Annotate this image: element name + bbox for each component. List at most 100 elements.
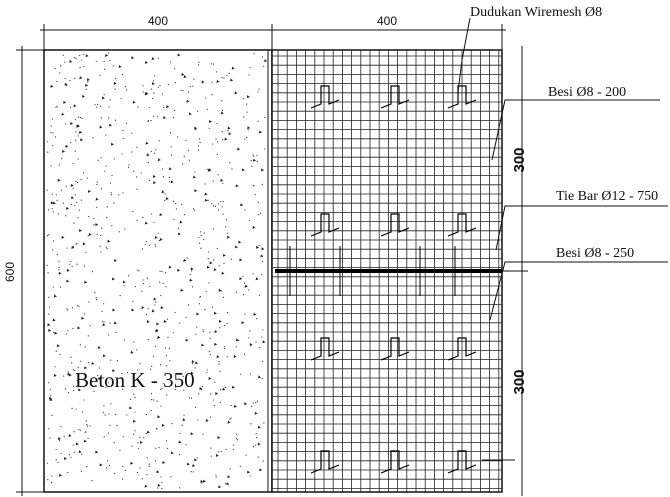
aggregate: [80, 199, 82, 201]
aggregate: [61, 158, 63, 160]
aggregate: [212, 63, 215, 65]
aggregate: [50, 125, 52, 127]
aggregate: [134, 430, 136, 432]
aggregate: [177, 53, 181, 57]
aggregate: [205, 97, 207, 99]
aggregate: [54, 136, 57, 138]
aggregate: [248, 74, 250, 76]
aggregate: [253, 158, 257, 162]
aggregate: [172, 200, 175, 202]
aggregate: [136, 349, 138, 351]
aggregate: [252, 273, 254, 275]
aggregate: [64, 77, 66, 80]
aggregate: [249, 67, 251, 69]
aggregate: [58, 271, 62, 275]
aggregate: [199, 296, 201, 298]
leader: [457, 17, 471, 93]
aggregate: [96, 206, 98, 209]
aggregate: [65, 185, 67, 187]
aggregate: [254, 194, 256, 196]
aggregate: [123, 339, 125, 341]
aggregate: [70, 356, 72, 358]
aggregate: [217, 174, 219, 176]
aggregate: [101, 96, 105, 100]
aggregate: [192, 471, 194, 473]
aggregate: [225, 482, 227, 484]
aggregate: [194, 367, 196, 369]
label: Dudukan Wiremesh Ø8: [470, 5, 602, 20]
aggregate: [100, 234, 102, 237]
aggregate: [244, 402, 248, 406]
aggregate: [57, 437, 61, 441]
aggregate: [197, 419, 199, 421]
aggregate: [152, 355, 155, 357]
aggregate: [60, 452, 62, 454]
aggregate: [74, 57, 76, 59]
aggregate: [98, 367, 100, 369]
aggregate: [58, 473, 62, 477]
aggregate: [160, 388, 162, 391]
aggregate: [59, 353, 61, 355]
aggregate: [124, 86, 126, 88]
aggregate: [104, 170, 106, 172]
aggregate: [220, 111, 224, 115]
dim-label: 400: [148, 14, 168, 28]
aggregate: [187, 91, 190, 93]
aggregate: [159, 237, 163, 241]
aggregate: [198, 393, 200, 395]
aggregate: [121, 74, 123, 76]
aggregate: [169, 360, 171, 362]
aggregate: [224, 226, 227, 228]
aggregate: [79, 116, 81, 119]
aggregate: [151, 81, 155, 85]
aggregate: [108, 123, 112, 127]
aggregate: [142, 85, 144, 87]
aggregate: [158, 240, 160, 242]
aggregate: [111, 277, 115, 281]
aggregate: [253, 312, 257, 316]
aggregate: [47, 151, 49, 153]
aggregate: [139, 436, 141, 438]
aggregate: [67, 330, 69, 332]
aggregate: [71, 407, 73, 409]
aggregate: [151, 57, 155, 61]
aggregate: [177, 136, 179, 138]
aggregate: [173, 117, 175, 119]
aggregate: [190, 397, 193, 399]
aggregate: [113, 441, 115, 444]
aggregate: [157, 487, 159, 489]
aggregate: [48, 234, 50, 236]
aggregate: [126, 372, 129, 374]
aggregate: [174, 311, 176, 314]
aggregate: [132, 419, 136, 423]
dim-label: 400: [377, 14, 397, 28]
aggregate: [196, 457, 198, 459]
aggregate: [190, 371, 194, 375]
aggregate: [200, 234, 202, 237]
aggregate: [243, 353, 246, 355]
aggregate: [159, 364, 162, 366]
aggregate: [83, 399, 85, 401]
aggregate: [218, 363, 220, 365]
aggregate: [159, 270, 161, 272]
aggregate: [217, 435, 221, 439]
aggregate: [166, 394, 168, 396]
aggregate: [75, 57, 77, 60]
aggregate: [159, 281, 161, 283]
aggregate: [104, 55, 106, 57]
aggregate: [231, 385, 235, 389]
aggregate: [246, 111, 248, 113]
aggregate: [169, 132, 172, 134]
aggregate: [125, 89, 128, 91]
aggregate: [160, 305, 164, 309]
aggregate: [84, 313, 86, 315]
aggregate: [82, 242, 86, 246]
aggregate: [247, 129, 249, 131]
aggregate: [149, 285, 151, 288]
aggregate: [150, 392, 153, 395]
aggregate: [179, 453, 181, 456]
aggregate: [217, 141, 219, 143]
aggregate: [157, 158, 161, 162]
aggregate: [210, 63, 213, 65]
